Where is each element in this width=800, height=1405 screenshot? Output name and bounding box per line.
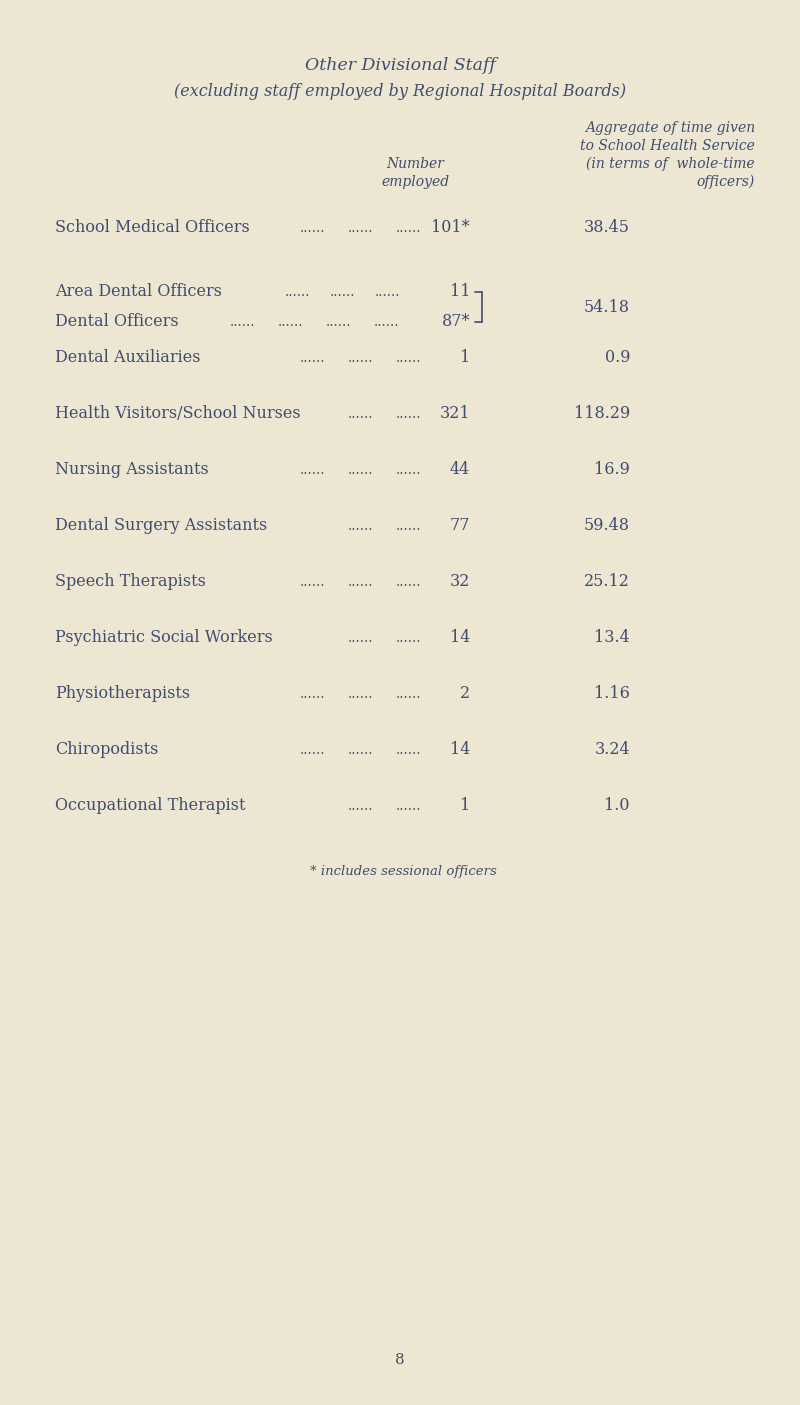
- Text: 118.29: 118.29: [574, 406, 630, 423]
- Text: 77: 77: [450, 517, 470, 534]
- Text: Aggregate of time given: Aggregate of time given: [585, 121, 755, 135]
- Text: 38.45: 38.45: [584, 219, 630, 236]
- Text: 14: 14: [450, 629, 470, 646]
- Text: ......: ......: [348, 407, 374, 422]
- Text: ......: ......: [396, 687, 422, 701]
- Text: Health Visitors/School Nurses: Health Visitors/School Nurses: [55, 406, 301, 423]
- Text: ......: ......: [396, 464, 422, 478]
- Text: ......: ......: [396, 799, 422, 813]
- Text: 2: 2: [460, 686, 470, 702]
- Text: ......: ......: [230, 315, 255, 329]
- Text: ......: ......: [375, 285, 401, 299]
- Text: * includes sessional officers: * includes sessional officers: [310, 864, 497, 878]
- Text: Nursing Assistants: Nursing Assistants: [55, 461, 209, 479]
- Text: Number: Number: [386, 157, 444, 171]
- Text: 1.0: 1.0: [605, 798, 630, 815]
- Text: Dental Surgery Assistants: Dental Surgery Assistants: [55, 517, 267, 534]
- Text: 1.16: 1.16: [594, 686, 630, 702]
- Text: 101*: 101*: [431, 219, 470, 236]
- Text: ......: ......: [285, 285, 310, 299]
- Text: Psychiatric Social Workers: Psychiatric Social Workers: [55, 629, 273, 646]
- Text: ......: ......: [348, 351, 374, 365]
- Text: employed: employed: [381, 176, 449, 190]
- Text: ......: ......: [348, 631, 374, 645]
- Text: ......: ......: [396, 631, 422, 645]
- Text: ......: ......: [300, 221, 326, 235]
- Text: 1: 1: [460, 798, 470, 815]
- Text: ......: ......: [348, 464, 374, 478]
- Text: ......: ......: [330, 285, 355, 299]
- Text: ......: ......: [396, 518, 422, 532]
- Text: 59.48: 59.48: [584, 517, 630, 534]
- Text: Area Dental Officers: Area Dental Officers: [55, 284, 222, 301]
- Text: ......: ......: [396, 743, 422, 757]
- Text: Occupational Therapist: Occupational Therapist: [55, 798, 246, 815]
- Text: (in terms of  whole-time: (in terms of whole-time: [586, 157, 755, 171]
- Text: officers): officers): [697, 174, 755, 190]
- Text: 13.4: 13.4: [594, 629, 630, 646]
- Text: 87*: 87*: [442, 313, 470, 330]
- Text: School Medical Officers: School Medical Officers: [55, 219, 250, 236]
- Text: ......: ......: [396, 407, 422, 422]
- Text: ......: ......: [278, 315, 303, 329]
- Text: ......: ......: [396, 351, 422, 365]
- Text: Other Divisional Staff: Other Divisional Staff: [305, 56, 495, 73]
- Text: Speech Therapists: Speech Therapists: [55, 573, 206, 590]
- Text: ......: ......: [300, 464, 326, 478]
- Text: ......: ......: [348, 575, 374, 589]
- Text: ......: ......: [300, 575, 326, 589]
- Text: 11: 11: [450, 284, 470, 301]
- Text: 16.9: 16.9: [594, 461, 630, 479]
- Text: ......: ......: [374, 315, 399, 329]
- Text: ......: ......: [396, 575, 422, 589]
- Text: ......: ......: [300, 687, 326, 701]
- Text: ......: ......: [300, 351, 326, 365]
- Text: ......: ......: [348, 221, 374, 235]
- Text: ......: ......: [348, 743, 374, 757]
- Text: 8: 8: [395, 1353, 405, 1367]
- Text: 0.9: 0.9: [605, 350, 630, 367]
- Text: 54.18: 54.18: [584, 298, 630, 316]
- Text: ......: ......: [348, 799, 374, 813]
- Text: ......: ......: [396, 221, 422, 235]
- Text: 25.12: 25.12: [584, 573, 630, 590]
- Text: 14: 14: [450, 742, 470, 759]
- Text: to School Health Service: to School Health Service: [580, 139, 755, 153]
- Text: Dental Officers: Dental Officers: [55, 313, 178, 330]
- Text: Dental Auxiliaries: Dental Auxiliaries: [55, 350, 201, 367]
- Text: 321: 321: [439, 406, 470, 423]
- Text: 1: 1: [460, 350, 470, 367]
- Text: Physiotherapists: Physiotherapists: [55, 686, 190, 702]
- Text: ......: ......: [326, 315, 351, 329]
- Text: 32: 32: [450, 573, 470, 590]
- Text: 44: 44: [450, 461, 470, 479]
- Text: ......: ......: [300, 743, 326, 757]
- Text: ......: ......: [348, 687, 374, 701]
- Text: (excluding staff employed by Regional Hospital Boards): (excluding staff employed by Regional Ho…: [174, 83, 626, 101]
- Text: ......: ......: [348, 518, 374, 532]
- Text: Chiropodists: Chiropodists: [55, 742, 158, 759]
- Text: 3.24: 3.24: [594, 742, 630, 759]
